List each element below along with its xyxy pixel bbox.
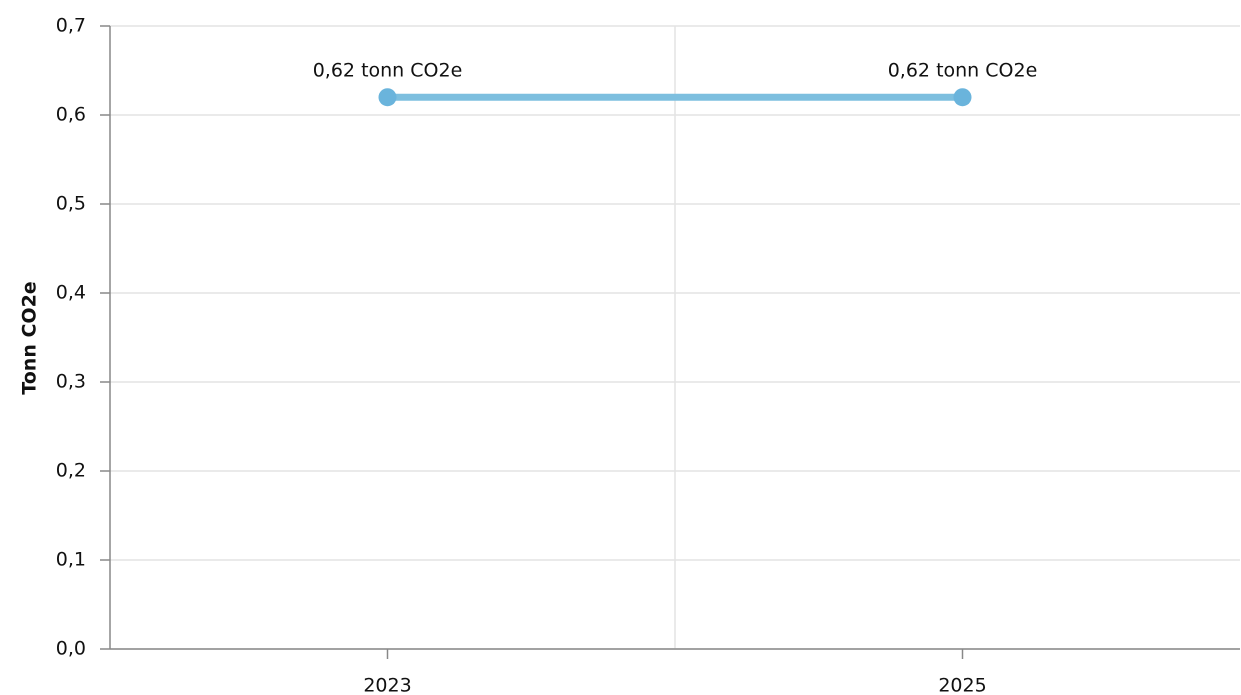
data-label: 0,62 tonn CO2e [888,60,1038,82]
y-tick-label: 0,4 [56,282,86,304]
data-label: 0,62 tonn CO2e [313,60,463,82]
y-tick-label: 0,1 [56,549,86,571]
point [953,88,972,107]
y-axis-label: Tonn CO2e [19,281,41,394]
y-tick-label: 0,6 [56,104,86,126]
y-tick-label: 0,0 [56,638,86,660]
x-tick-label: 2025 [938,675,986,695]
y-tick-label: 0,7 [56,15,86,37]
y-tick-label: 0,5 [56,193,86,215]
y-tick-label: 0,3 [56,371,86,393]
x-tick-label: 2023 [363,675,411,695]
point [378,88,397,107]
y-tick-label: 0,2 [56,460,86,482]
